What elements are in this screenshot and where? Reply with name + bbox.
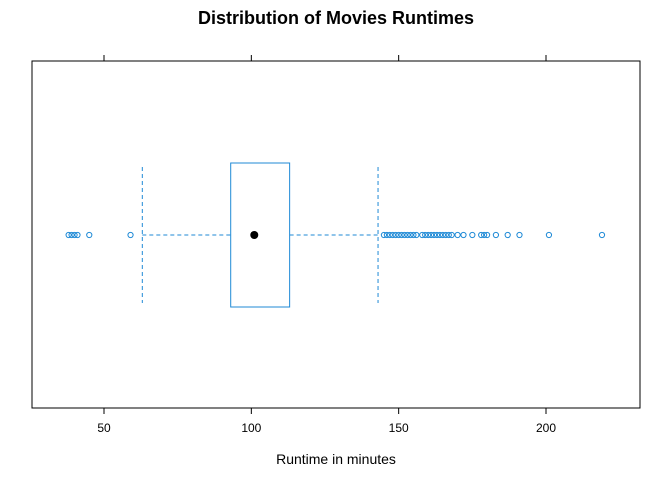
outlier-point: [404, 231, 411, 239]
outlier-point: [395, 231, 402, 239]
outlier-point: [481, 231, 488, 239]
iqr-box: [230, 162, 291, 308]
outlier-point: [401, 231, 408, 239]
tick-label-200: 200: [536, 421, 556, 435]
outlier-point: [545, 231, 553, 239]
outlier-point: [127, 231, 134, 239]
outlier-point: [74, 231, 81, 239]
outlier-point: [425, 231, 432, 239]
tick-label-100: 100: [241, 421, 261, 435]
outlier-point: [413, 231, 420, 239]
outlier-point: [398, 231, 405, 239]
outlier-point: [439, 231, 446, 239]
outlier-point: [433, 231, 441, 239]
outlier-point: [442, 231, 449, 239]
outlier-point: [516, 231, 523, 239]
outlier-point: [504, 231, 511, 239]
tick-label-150: 150: [389, 421, 409, 435]
outlier-point: [478, 231, 485, 239]
outlier-point: [86, 231, 93, 239]
bottom-axis-ticks: [103, 408, 547, 414]
outlier-point: [410, 231, 417, 239]
outlier-point: [71, 231, 78, 239]
outlier-point: [460, 231, 467, 239]
outlier-point: [65, 231, 72, 239]
outlier-point: [383, 231, 390, 239]
outlier-point: [427, 231, 435, 239]
outlier-point: [386, 231, 393, 239]
outlier-point: [598, 231, 606, 239]
boxplot-group: [141, 162, 379, 308]
outlier-point: [469, 231, 476, 239]
outlier-point: [436, 231, 444, 239]
outlier-point: [407, 231, 414, 239]
outlier-point: [392, 231, 399, 239]
x-tick-labels: 50 100 150 200: [97, 421, 556, 435]
tick-label-50: 50: [97, 421, 111, 435]
outlier-point: [380, 231, 388, 239]
outlier-point: [483, 231, 491, 239]
median-dot: [250, 231, 259, 239]
outlier-point: [422, 231, 429, 239]
outlier-point: [68, 231, 75, 239]
outlier-point: [419, 231, 426, 239]
outlier-point: [389, 231, 396, 239]
chart-title: Distribution of Movies Runtimes: [198, 8, 474, 28]
x-axis-label: Runtime in minutes: [276, 451, 396, 467]
outlier-point: [430, 231, 438, 239]
outlier-points: [65, 231, 606, 239]
outlier-point: [448, 231, 455, 239]
top-axis-ticks: [103, 55, 547, 61]
outlier-point: [492, 231, 500, 239]
outlier-point: [454, 231, 461, 239]
plot-frame: [31, 60, 641, 409]
outlier-point: [445, 231, 452, 239]
